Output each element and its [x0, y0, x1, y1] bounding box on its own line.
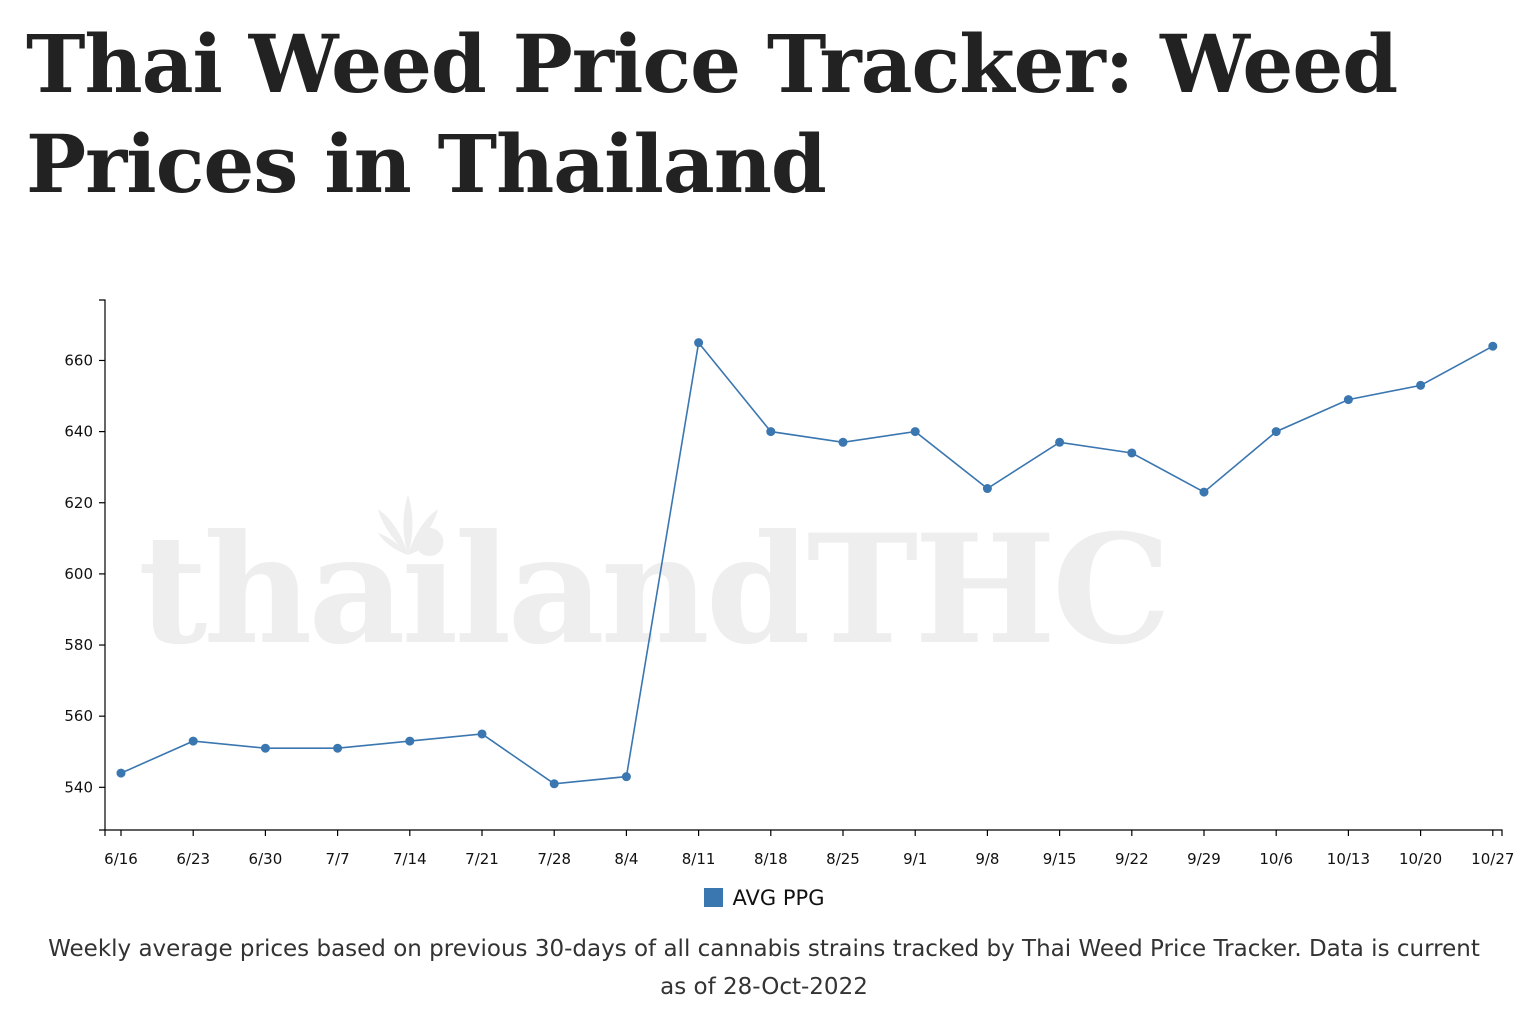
watermark-text: thailandTHC: [138, 502, 1167, 678]
x-tick-label: 8/25: [826, 850, 860, 868]
data-point: [694, 338, 704, 348]
x-tick-label: 7/28: [537, 850, 571, 868]
x-tick-label: 7/21: [465, 850, 499, 868]
y-tick-label: 640: [64, 423, 93, 441]
x-tick-label: 6/16: [104, 850, 138, 868]
price-line-chart: thailandTHC 540 560 580 600 620 640 660 6/16 6/2…: [64, 299, 1514, 868]
data-point: [405, 736, 415, 746]
x-tick-label: 9/29: [1187, 850, 1221, 868]
y-tick-label: 620: [64, 494, 93, 512]
x-tick-label: 10/27: [1471, 850, 1514, 868]
x-tick-label: 9/22: [1115, 850, 1149, 868]
x-tick-label: 9/1: [903, 850, 927, 868]
y-tick-label: 560: [64, 707, 93, 725]
data-point: [188, 736, 198, 746]
chart-axes: 540 560 580 600 620 640 660 6/16 6/23 6/30 7/7 7/14…: [64, 299, 1514, 868]
x-tick-label: 6/30: [249, 850, 283, 868]
data-point: [838, 437, 848, 447]
data-point: [1055, 437, 1065, 447]
chart-legend: AVG PPG: [0, 886, 1528, 910]
legend-label: AVG PPG: [732, 886, 825, 910]
cannabis-leaf-icon: [378, 495, 438, 555]
x-axis-line: [104, 829, 1503, 836]
x-tick-label: 10/20: [1399, 850, 1442, 868]
watermark: thailandTHC: [138, 495, 1171, 678]
data-point: [1271, 427, 1281, 437]
data-point: [910, 427, 920, 437]
y-tick-label: 660: [64, 351, 93, 369]
legend-swatch: [703, 888, 723, 907]
x-tick-label: 8/11: [682, 850, 716, 868]
data-point: [1488, 341, 1498, 351]
data-point: [982, 484, 992, 494]
data-point: [260, 743, 270, 753]
page-title: Thai Weed Price Tracker: Weed Prices in …: [26, 17, 1398, 211]
x-tick-label: 6/23: [176, 850, 210, 868]
y-tick-label: 540: [64, 778, 93, 796]
x-tick-label: 8/4: [614, 850, 638, 868]
y-axis-line: [99, 299, 106, 831]
y-tick-label: 580: [64, 636, 93, 654]
x-tick-label: 8/18: [754, 850, 788, 868]
x-tick-label: 10/6: [1259, 850, 1293, 868]
x-tick-label: 10/13: [1327, 850, 1370, 868]
data-point: [477, 729, 487, 739]
data-point: [333, 743, 343, 753]
data-point: [621, 772, 631, 782]
x-tick-label: 7/7: [326, 850, 350, 868]
x-tick-label: 9/15: [1043, 850, 1077, 868]
chart-caption: Weekly average prices based on previous …: [48, 936, 1480, 1000]
data-point: [1343, 395, 1353, 405]
data-point: [1199, 487, 1209, 497]
series-line: [120, 340, 1494, 785]
data-point: [549, 779, 559, 789]
data-point: [1127, 448, 1137, 458]
y-tick-label: 600: [64, 565, 93, 583]
chart-plot: [116, 338, 1498, 789]
data-point: [766, 427, 776, 437]
x-tick-label: 7/14: [393, 850, 427, 868]
data-point: [1416, 380, 1426, 390]
data-point: [116, 768, 126, 778]
x-tick-label: 9/8: [975, 850, 999, 868]
